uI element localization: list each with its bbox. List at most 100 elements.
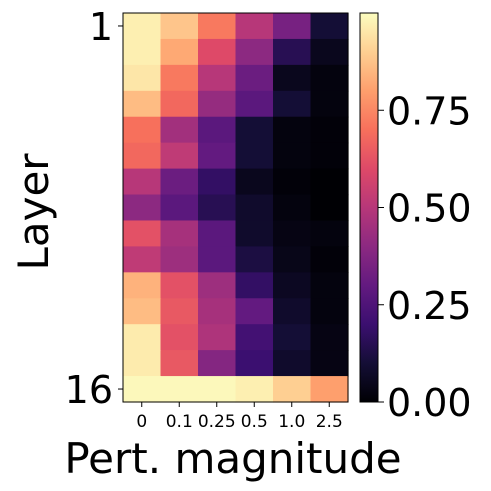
x-tick-label: 0.5	[241, 412, 268, 432]
heatmap-cell	[310, 142, 349, 170]
heatmap-cell	[273, 298, 312, 325]
heatmap-cells	[123, 13, 349, 403]
heatmap-cell	[123, 38, 162, 66]
heatmap-cell	[123, 168, 162, 196]
heatmap-cell	[235, 324, 274, 351]
heatmap-cell	[235, 194, 274, 222]
heatmap-cell	[198, 220, 237, 247]
heatmap-cell	[310, 38, 349, 66]
heatmap-cell	[310, 298, 349, 325]
x-axis-label: Pert. magnitude	[64, 434, 401, 483]
heatmap-cell	[235, 90, 274, 118]
heatmap-cell	[310, 168, 349, 196]
heatmap-cell	[273, 350, 312, 377]
heatmap-cell	[123, 142, 162, 170]
colorbar-tick-label: 0.25	[387, 284, 472, 328]
heatmap-cell	[273, 168, 312, 196]
heatmap-cell	[310, 194, 349, 222]
heatmap-cell	[160, 90, 199, 118]
heatmap-cell	[160, 168, 199, 196]
heatmap-cell	[235, 350, 274, 377]
y-tick-label: 1	[89, 5, 113, 49]
heatmap-cell	[160, 246, 199, 273]
heatmap-cell	[198, 38, 237, 66]
heatmap-cell	[310, 324, 349, 351]
heatmap-cell	[123, 376, 162, 403]
heatmap-cell	[235, 246, 274, 273]
y-axis-label: Layer	[9, 153, 58, 271]
heatmap-cell	[310, 246, 349, 273]
heatmap-cell	[123, 116, 162, 144]
heatmap-cell	[123, 324, 162, 351]
heatmap-cell	[198, 64, 237, 92]
x-tick-label: 0.25	[198, 412, 236, 432]
heatmap-cell	[310, 116, 349, 144]
heatmap-cell	[235, 168, 274, 196]
x-tick-label: 0.1	[166, 412, 193, 432]
heatmap-cell	[198, 90, 237, 118]
heatmap-cell	[310, 90, 349, 118]
heatmap-cell	[123, 64, 162, 92]
colorbar-ticks: 0.00 0.25 0.50 0.75	[378, 89, 472, 425]
heatmap-cell	[160, 220, 199, 247]
heatmap-cell	[198, 272, 237, 299]
heatmap-cell	[273, 324, 312, 351]
heatmap-cell	[123, 246, 162, 273]
heatmap-cell	[273, 38, 312, 66]
heatmap-cell	[235, 220, 274, 247]
heatmap-cell	[235, 64, 274, 92]
heatmap-cell	[160, 64, 199, 92]
heatmap-cell	[273, 90, 312, 118]
heatmap-cell	[123, 194, 162, 222]
heatmap-cell	[198, 350, 237, 377]
heatmap-cell	[273, 194, 312, 222]
x-tick-label: 1.0	[278, 412, 305, 432]
heatmap-cell	[160, 116, 199, 144]
heatmap-cell	[160, 142, 199, 170]
heatmap-cell	[273, 13, 312, 40]
heatmap-cell	[198, 142, 237, 170]
heatmap-cell	[310, 350, 349, 377]
heatmap-cell	[310, 64, 349, 92]
heatmap-cell	[123, 272, 162, 299]
heatmap-cell	[235, 376, 274, 403]
heatmap-cell	[160, 350, 199, 377]
heatmap-cell	[235, 298, 274, 325]
x-tick-label: 0	[136, 412, 147, 432]
heatmap-cell	[160, 376, 199, 403]
heatmap-cell	[198, 246, 237, 273]
heatmap-cell	[273, 64, 312, 92]
heatmap-cell	[123, 13, 162, 40]
heatmap-cell	[273, 142, 312, 170]
colorbar-tick-label: 0.50	[387, 187, 472, 231]
heatmap-cell	[198, 116, 237, 144]
heatmap-cell	[123, 90, 162, 118]
heatmap-cell	[160, 38, 199, 66]
heatmap-cell	[310, 220, 349, 247]
colorbar-tick-label: 0.75	[387, 89, 472, 133]
heatmap-cell	[160, 194, 199, 222]
heatmap-cell	[123, 350, 162, 377]
y-tick-label: 16	[65, 368, 113, 412]
heatmap-cell	[235, 142, 274, 170]
y-axis-ticks: 1 16	[65, 5, 123, 412]
heatmap-cell	[160, 324, 199, 351]
heatmap-cell	[310, 13, 349, 40]
heatmap-cell	[235, 116, 274, 144]
heatmap-cell	[123, 298, 162, 325]
plot-frame	[122, 12, 349, 403]
x-tick-label: 2.5	[316, 412, 343, 432]
heatmap-cell	[198, 13, 237, 40]
heatmap-cell	[160, 272, 199, 299]
heatmap-cell	[123, 220, 162, 247]
heatmap-cell	[273, 272, 312, 299]
heatmap-cell	[160, 13, 199, 40]
heatmap-cell	[235, 13, 274, 40]
heatmap-cell	[198, 376, 237, 403]
heatmap-cell	[310, 376, 349, 403]
heatmap-cell	[235, 272, 274, 299]
heatmap-cell	[198, 298, 237, 325]
colorbar	[359, 12, 379, 403]
heatmap-cell	[198, 194, 237, 222]
